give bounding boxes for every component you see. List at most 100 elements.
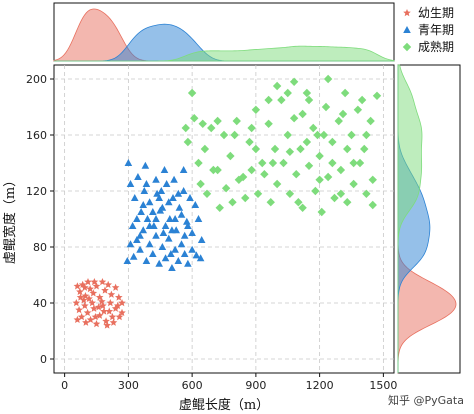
diamond-point <box>402 42 412 52</box>
triangle-point <box>191 201 200 208</box>
diamond-point <box>362 130 371 140</box>
triangle-point <box>142 180 151 187</box>
diamond-point <box>338 109 348 119</box>
diamond-point <box>304 95 314 105</box>
star-point <box>72 299 81 307</box>
star-point <box>98 278 107 286</box>
diamond-point <box>238 172 248 182</box>
diamond-point <box>230 130 239 140</box>
diamond-point <box>313 130 322 140</box>
diamond-point <box>251 144 261 154</box>
triangle-point <box>133 236 141 243</box>
triangle-point <box>197 236 206 243</box>
x-tick-label: 300 <box>118 379 139 392</box>
triangle-point <box>184 259 192 267</box>
y-tick-label: 120 <box>26 185 47 198</box>
triangle-point <box>186 194 194 201</box>
diamond-point <box>279 158 288 168</box>
diamond-point <box>285 189 295 198</box>
star-point <box>118 308 126 317</box>
diamond-point <box>283 88 292 98</box>
diamond-point <box>213 165 222 175</box>
triangle-point <box>141 161 150 169</box>
diamond-point <box>372 91 382 100</box>
star-point <box>90 304 98 312</box>
triangle-point <box>142 257 151 264</box>
legend-label: 青年期 <box>418 23 454 37</box>
star-point <box>92 320 101 328</box>
triangle-point <box>160 166 169 173</box>
triangle-point <box>136 231 144 239</box>
right-marginal-density <box>397 64 457 374</box>
triangle-point <box>168 226 176 234</box>
diamond-point <box>258 158 267 168</box>
triangle-point <box>133 215 141 222</box>
triangle-point <box>155 259 163 267</box>
y-tick-label: 200 <box>26 73 47 86</box>
triangle-point <box>140 187 149 194</box>
x-tick-label: 900 <box>245 379 266 392</box>
y-tick-label: 80 <box>33 241 47 254</box>
triangle-point <box>179 166 188 173</box>
diamond-point <box>247 123 256 133</box>
star-point <box>100 307 108 315</box>
triangle-point <box>164 198 173 206</box>
y-tick-label: 0 <box>40 353 47 366</box>
diamond-point <box>253 189 263 198</box>
diamond-point <box>357 95 367 105</box>
triangle-point <box>152 175 160 183</box>
triangle-point <box>174 189 183 197</box>
star-point <box>75 306 83 314</box>
star-point <box>76 293 85 301</box>
diamond-point <box>302 137 312 147</box>
diamond-point <box>200 144 210 154</box>
diamond-point <box>187 88 197 98</box>
triangle-point <box>162 180 171 187</box>
star-point <box>84 278 92 286</box>
star-point <box>91 313 100 321</box>
diamond-point <box>198 119 207 128</box>
triangle-point <box>136 245 144 253</box>
diamond-point <box>283 130 292 140</box>
diamond-point <box>245 137 254 147</box>
top-marginal-density <box>53 8 395 62</box>
star-point <box>79 296 88 304</box>
diamond-point <box>226 151 235 161</box>
star-point <box>77 313 86 321</box>
diamond-point <box>234 175 244 184</box>
triangle-point <box>149 208 157 215</box>
right-density-curve <box>397 64 423 373</box>
diamond-point <box>247 165 256 175</box>
diamond-point <box>272 81 282 91</box>
diamond-point <box>213 116 222 126</box>
star-point <box>103 321 111 329</box>
diamond-point <box>360 144 369 154</box>
diamond-point <box>298 203 307 212</box>
star-point <box>101 286 109 294</box>
diamond-point <box>207 123 216 133</box>
triangle-point <box>129 252 138 260</box>
triangle-point <box>152 231 160 239</box>
diamond-point <box>315 175 324 184</box>
triangle-point <box>149 250 157 257</box>
triangle-point <box>171 215 179 222</box>
diamond-point <box>277 95 286 105</box>
diamond-point <box>202 189 212 198</box>
triangle-point <box>194 215 203 222</box>
top-density-curve <box>54 45 395 62</box>
triangle-point <box>155 194 163 201</box>
star-point <box>111 283 120 291</box>
diamond-point <box>196 179 205 189</box>
diamond-point <box>183 137 193 147</box>
diamond-point <box>328 158 337 168</box>
diamond-point <box>328 137 337 147</box>
y-tick-label: 40 <box>33 297 47 310</box>
diamond-point <box>340 88 350 98</box>
diamond-point <box>241 193 250 203</box>
diamond-point <box>362 189 371 198</box>
triangle-point <box>139 201 148 208</box>
x-tick-label: 1500 <box>369 379 397 392</box>
scatter-points <box>72 74 382 329</box>
diamond-point <box>323 74 333 84</box>
